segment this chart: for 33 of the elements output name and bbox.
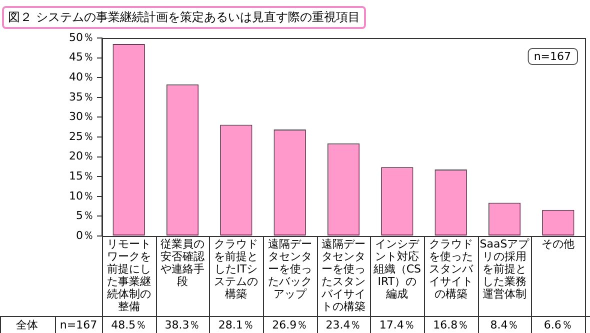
data-label: 6.6％ [544,318,572,332]
y-tick-label: 45％ [69,50,94,64]
y-tick-label: 50％ [69,30,94,44]
x-tick-label: クラウドを前提としたITシステムの構築 [214,237,258,300]
y-tick-label: 30％ [69,110,94,124]
data-label: 26.9％ [272,318,308,332]
annotation: n=167 [534,50,571,63]
x-tick-label: インシデント対応組織（CSIRT）の編成 [372,237,422,300]
y-tick-label: 5％ [76,209,94,222]
text: n=167 [60,318,98,332]
data-label: 48.5％ [111,318,147,332]
x-tick-label: 遠隔データセンターを使ったバックアップ [268,237,312,300]
data-label: 8.4％ [490,318,519,332]
data-label: 38.3％ [164,318,200,332]
y-tick-label: 0％ [76,228,94,242]
y-tick-label: 15％ [69,169,94,182]
y-tick-label: 20％ [69,150,94,163]
x-tick-label: 従業員の安否確認や連絡手段 [160,237,204,288]
x-tick-label: その他 [542,237,575,250]
x-tick-label: クラウドを使ったスタンバイサイトの構築 [428,237,474,300]
chart-title: 図２ システムの事業継続計画を策定あるいは見直す際の重視項目 [2,6,366,29]
y-tick-label: 40％ [69,70,94,84]
data-label: 16.8％ [433,318,469,332]
data-label: 28.1％ [218,318,254,332]
text: 全体 [16,318,38,332]
data-label: 17.4％ [379,318,415,332]
y-tick-label: 35％ [69,90,94,104]
data-label: 23.4％ [326,318,362,332]
x-tick-label: リモートワークを前提にした事業継続体制の整備 [106,237,151,313]
x-tick-label: 遠隔データセンターを使ったスタンバイサイトの構築 [320,237,366,313]
x-tick-label: SaaSアプリの採用を前提とした業務運営体制 [480,237,530,300]
y-tick-label: 10％ [69,189,94,202]
y-tick-label: 25％ [69,130,94,143]
